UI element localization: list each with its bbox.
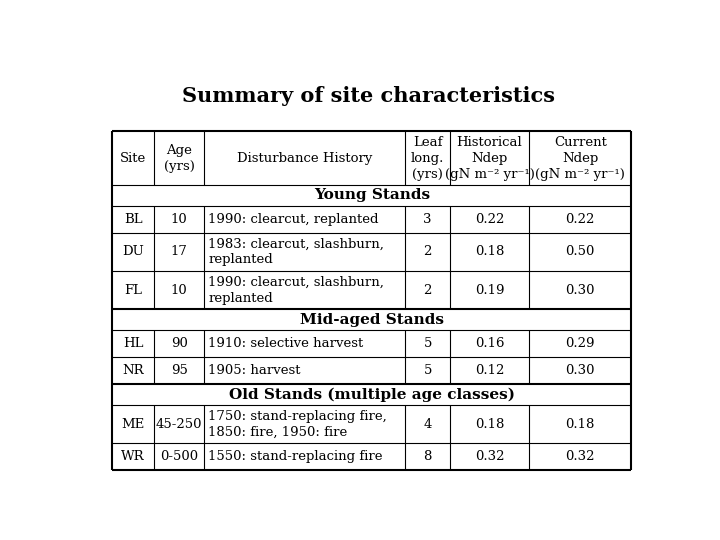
- Text: 2: 2: [423, 284, 432, 297]
- Text: 0.29: 0.29: [565, 338, 595, 350]
- Text: 0.32: 0.32: [474, 450, 504, 463]
- Text: 90: 90: [171, 338, 188, 350]
- Text: 0.22: 0.22: [565, 213, 595, 226]
- Text: 0-500: 0-500: [161, 450, 198, 463]
- Text: FL: FL: [125, 284, 143, 297]
- Text: 1990: clearcut, slashburn,
replanted: 1990: clearcut, slashburn, replanted: [208, 276, 384, 305]
- Text: Historical
Ndep
(gN m⁻² yr⁻¹): Historical Ndep (gN m⁻² yr⁻¹): [444, 136, 534, 181]
- Text: 1750: stand-replacing fire,
1850: fire, 1950: fire: 1750: stand-replacing fire, 1850: fire, …: [208, 410, 387, 439]
- Text: 2: 2: [423, 246, 432, 259]
- Text: 0.19: 0.19: [474, 284, 504, 297]
- Text: 95: 95: [171, 364, 188, 377]
- Text: Site: Site: [120, 152, 146, 165]
- Text: 0.30: 0.30: [565, 364, 595, 377]
- Text: 17: 17: [171, 246, 188, 259]
- Text: Current
Ndep
(gN m⁻² yr⁻¹): Current Ndep (gN m⁻² yr⁻¹): [535, 136, 625, 181]
- Text: 0.16: 0.16: [474, 338, 504, 350]
- Text: 45-250: 45-250: [156, 418, 202, 431]
- Text: 1550: stand-replacing fire: 1550: stand-replacing fire: [208, 450, 383, 463]
- Text: BL: BL: [124, 213, 143, 226]
- Text: 10: 10: [171, 284, 188, 297]
- Text: 0.18: 0.18: [475, 246, 504, 259]
- Text: 0.12: 0.12: [475, 364, 504, 377]
- Text: Old Stands (multiple age classes): Old Stands (multiple age classes): [229, 387, 515, 402]
- Text: Age
(yrs): Age (yrs): [164, 144, 194, 173]
- Text: Leaf
long.
(yrs): Leaf long. (yrs): [411, 136, 444, 181]
- Text: 0.50: 0.50: [565, 246, 595, 259]
- Text: 0.22: 0.22: [475, 213, 504, 226]
- Text: 8: 8: [423, 450, 432, 463]
- Text: 0.30: 0.30: [565, 284, 595, 297]
- Text: 5: 5: [423, 364, 432, 377]
- Text: WR: WR: [122, 450, 145, 463]
- Text: HL: HL: [123, 338, 143, 350]
- Text: Young Stands: Young Stands: [314, 188, 430, 202]
- Text: 3: 3: [423, 213, 432, 226]
- Text: Disturbance History: Disturbance History: [237, 152, 372, 165]
- Text: 0.18: 0.18: [565, 418, 595, 431]
- Text: Summary of site characteristics: Summary of site characteristics: [182, 86, 556, 106]
- Text: 0.18: 0.18: [475, 418, 504, 431]
- Text: Mid-aged Stands: Mid-aged Stands: [300, 313, 444, 327]
- Text: 4: 4: [423, 418, 432, 431]
- Text: 0.32: 0.32: [565, 450, 595, 463]
- Text: DU: DU: [122, 246, 144, 259]
- Text: 1983: clearcut, slashburn,
replanted: 1983: clearcut, slashburn, replanted: [208, 238, 384, 266]
- Text: 1990: clearcut, replanted: 1990: clearcut, replanted: [208, 213, 379, 226]
- Text: 1905: harvest: 1905: harvest: [208, 364, 301, 377]
- Text: ME: ME: [122, 418, 145, 431]
- Text: 5: 5: [423, 338, 432, 350]
- Text: 1910: selective harvest: 1910: selective harvest: [208, 338, 364, 350]
- Text: NR: NR: [122, 364, 144, 377]
- Text: 10: 10: [171, 213, 188, 226]
